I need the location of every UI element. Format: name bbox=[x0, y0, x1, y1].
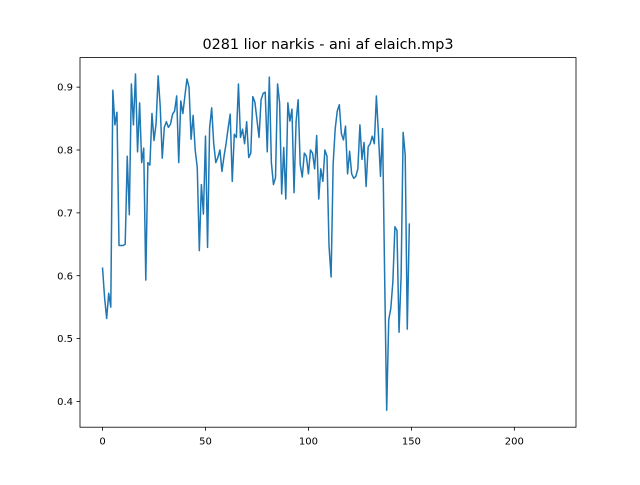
y-tick-label: 0.6 bbox=[57, 271, 73, 282]
x-tick-label: 0 bbox=[99, 437, 105, 448]
y-axis-ticks: 0.4 0.5 0.6 0.7 0.8 0.9 bbox=[57, 83, 80, 408]
plot-area bbox=[101, 73, 411, 411]
x-tick-label: 100 bbox=[299, 437, 318, 448]
y-tick-label: 0.9 bbox=[57, 83, 73, 94]
y-tick-label: 0.5 bbox=[57, 334, 73, 345]
axes-frame bbox=[79, 57, 577, 428]
x-axis-ticks: 0 50 100 150 200 bbox=[99, 427, 524, 448]
y-tick-label: 0.4 bbox=[57, 397, 73, 408]
x-tick-label: 200 bbox=[505, 437, 524, 448]
x-tick-label: 150 bbox=[402, 437, 421, 448]
series-line bbox=[101, 73, 411, 411]
y-tick-label: 0.7 bbox=[57, 208, 73, 219]
x-tick-label: 50 bbox=[199, 437, 212, 448]
chart-title: 0281 lior narkis - ani af elaich.mp3 bbox=[202, 37, 453, 53]
y-tick-label: 0.8 bbox=[57, 146, 73, 157]
